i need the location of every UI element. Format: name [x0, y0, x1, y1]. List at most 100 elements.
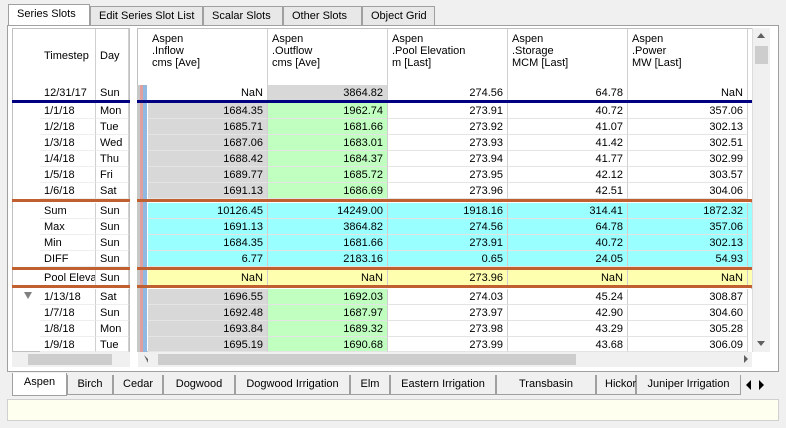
value-cell: 43.29	[508, 321, 628, 337]
tab[interactable]: Other Slots	[283, 6, 362, 25]
value-cell: 302.13	[628, 119, 748, 135]
value-cell: 273.96	[388, 270, 508, 286]
cell-partial	[748, 167, 752, 183]
header-border	[627, 29, 628, 85]
row-day: Sat	[96, 183, 129, 199]
scroll-thumb[interactable]	[755, 46, 768, 64]
row-day: Tue	[96, 119, 129, 135]
cell-partial	[748, 135, 752, 151]
row-label: 1/8/18	[40, 321, 96, 337]
tab-scroll[interactable]	[759, 380, 764, 390]
object-tab[interactable]: Hickory	[596, 375, 642, 395]
object-tab[interactable]: Elm	[350, 375, 390, 395]
value-cell: 1689.32	[268, 321, 388, 337]
value-cell: 24.05	[508, 251, 628, 267]
tab[interactable]: Scalar Slots	[203, 6, 283, 25]
object-tab[interactable]: Cedar	[113, 375, 163, 395]
value-cell: 273.96	[388, 183, 508, 199]
row-day: Sun	[96, 235, 129, 251]
row-label: 1/6/18	[40, 183, 96, 199]
object-tab[interactable]: Aspen	[12, 373, 67, 396]
value-cell: 6.77	[148, 251, 268, 267]
row-day: Sat	[96, 289, 129, 305]
value-cell: 1962.74	[268, 103, 388, 119]
value-cell: 1687.97	[268, 305, 388, 321]
object-tab[interactable]: Eastern Irrigation	[390, 375, 496, 395]
column-header: m [Last]	[388, 57, 508, 71]
value-cell: 10126.45	[148, 203, 268, 219]
value-cell: 1696.55	[148, 289, 268, 305]
header-border	[507, 29, 508, 85]
row-day: Sun	[96, 219, 129, 235]
row-day: Mon	[96, 103, 129, 119]
value-cell: 3864.82	[268, 85, 388, 101]
cell-partial	[748, 103, 752, 119]
value-cell: 357.06	[628, 103, 748, 119]
row-label: 1/1/18	[40, 103, 96, 119]
vertical-scrollbar[interactable]	[752, 28, 770, 352]
value-cell: 1691.13	[148, 183, 268, 199]
value-cell: 273.91	[388, 103, 508, 119]
row-label: 1/4/18	[40, 151, 96, 167]
value-cell: 54.93	[628, 251, 748, 267]
value-cell: 1691.13	[148, 219, 268, 235]
object-tab[interactable]: Dogwood Irrigation	[235, 375, 350, 395]
column-header: cms [Ave]	[148, 57, 268, 71]
cell-partial	[748, 85, 752, 101]
tab[interactable]: Series Slots	[8, 4, 90, 25]
row-label: 12/31/17	[40, 85, 96, 101]
value-cell: 1687.06	[148, 135, 268, 151]
row-day: Sun	[96, 305, 129, 321]
value-cell: 273.98	[388, 321, 508, 337]
value-cell: 41.77	[508, 151, 628, 167]
cell-partial	[748, 183, 752, 199]
object-tab[interactable]: Dogwood	[163, 375, 235, 395]
cell-partial	[748, 251, 752, 267]
cell-partial	[748, 289, 752, 305]
column-header: .Storage	[508, 45, 628, 59]
value-cell: 1692.03	[268, 289, 388, 305]
row-label: Sum	[40, 203, 96, 219]
tab[interactable]: Edit Series Slot List	[90, 6, 203, 25]
scroll-thumb[interactable]	[158, 354, 576, 365]
column-header: MCM [Last]	[508, 57, 628, 71]
column-header: cms [Ave]	[268, 57, 388, 71]
column-header: Aspen	[148, 33, 268, 47]
value-cell: 306.09	[628, 337, 748, 352]
value-cell: 314.41	[508, 203, 628, 219]
row-day: Fri	[96, 167, 129, 183]
object-tab[interactable]: Birch	[67, 375, 113, 395]
value-cell: 1683.01	[268, 135, 388, 151]
scroll-thumb[interactable]	[28, 354, 112, 365]
value-cell: 0.65	[388, 251, 508, 267]
value-cell: 357.06	[628, 219, 748, 235]
separator-line	[12, 199, 130, 202]
tab[interactable]: Object Grid	[362, 6, 435, 25]
column-header: Day	[96, 29, 129, 85]
column-header: MW [Last]	[628, 57, 748, 71]
value-cell: 1693.84	[148, 321, 268, 337]
object-tab[interactable]: Transbasin	[496, 375, 596, 395]
separator-line	[137, 267, 752, 270]
value-cell: 273.99	[388, 337, 508, 352]
value-cell: NaN	[148, 270, 268, 286]
strip	[140, 85, 143, 352]
row-label: 1/13/18	[40, 289, 96, 305]
row-label: 1/2/18	[40, 119, 96, 135]
value-cell: 40.72	[508, 103, 628, 119]
tab-scroll[interactable]	[746, 380, 751, 390]
object-tab[interactable]: Juniper Irrigation	[636, 375, 741, 395]
value-cell: 1685.71	[148, 119, 268, 135]
value-cell: 274.03	[388, 289, 508, 305]
header-partial	[748, 29, 752, 85]
cell-partial	[748, 119, 752, 135]
cell-partial	[748, 270, 752, 286]
value-cell: 305.28	[628, 321, 748, 337]
cell-partial	[748, 305, 752, 321]
value-cell: 273.97	[388, 305, 508, 321]
strip	[137, 85, 140, 352]
value-cell: 274.56	[388, 85, 508, 101]
status-bar	[7, 399, 779, 421]
separator-line	[12, 285, 130, 288]
